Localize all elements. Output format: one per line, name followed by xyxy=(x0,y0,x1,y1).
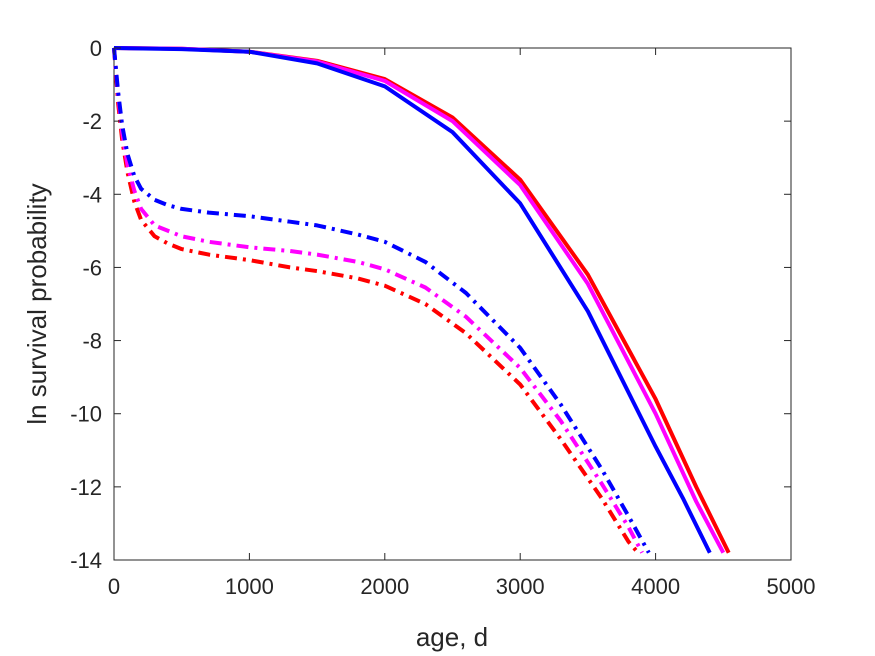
x-tick-label: 0 xyxy=(108,574,120,599)
y-tick-label: -12 xyxy=(70,475,102,500)
series-line-3 xyxy=(113,46,712,554)
ticks-layer: 0 1000 2000 3000 4000 5000 0 -2 -4 -6 -8 -10 -12 -14 xyxy=(70,36,815,599)
series-line-6 xyxy=(112,47,651,554)
series-layer xyxy=(112,46,731,555)
y-tick-label: -6 xyxy=(82,255,102,280)
y-tick-label: -2 xyxy=(82,109,102,134)
y-tick-label: -4 xyxy=(82,182,102,207)
series-line-5 xyxy=(112,47,644,554)
x-tick-label: 2000 xyxy=(360,574,409,599)
y-axis-label: ln survival probability xyxy=(22,183,52,424)
x-tick-label: 4000 xyxy=(631,574,680,599)
y-tick-label: -14 xyxy=(70,548,102,573)
series-line-4 xyxy=(112,47,640,555)
x-tick-label: 1000 xyxy=(225,574,274,599)
y-tick-label: 0 xyxy=(90,36,102,61)
y-tick-label: -10 xyxy=(70,402,102,427)
y-tick-label: -8 xyxy=(82,329,102,354)
x-axis-label: age, d xyxy=(416,622,488,652)
x-tick-label: 3000 xyxy=(496,574,545,599)
x-tick-label: 5000 xyxy=(767,574,816,599)
